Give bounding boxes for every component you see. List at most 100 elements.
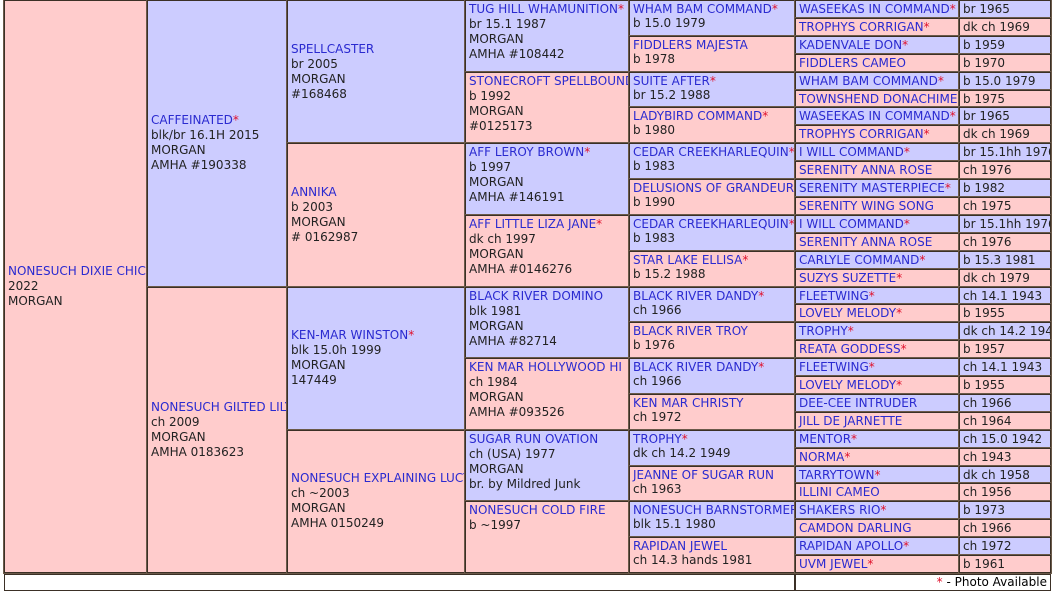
horse-detail-cell: br 1965 [958,106,1052,127]
horse-detail: br 1965 [963,109,1010,124]
horse-name: SUZYS SUZETTE [799,270,897,285]
horse-detail: dk ch 1979 [963,270,1030,285]
legend-symbol: * [936,575,943,589]
horse-detail: br. by Mildred Junk [469,476,581,491]
photo-marker: * [584,145,591,160]
horse-name: AFF LEROY BROWN [469,145,585,160]
horse-detail-cell: ch 15.0 1942 [958,428,1052,449]
horse-detail: b 1978 [633,51,675,66]
horse-cell: I WILL COMMAND* [794,213,960,234]
horse-detail-cell: b 1955 [958,303,1052,324]
horse-cell: MENTOR* [794,428,960,449]
horse-name: WHAM BAM COMMAND [799,73,938,88]
horse-name: JEANNE OF SUGAR RUN [633,467,774,482]
horse-name: TROPHYS CORRIGAN [799,19,924,34]
horse-detail: b 15.3 1981 [963,252,1036,267]
horse-name-line: I WILL COMMAND* [799,217,955,231]
horse-name-line: NONESUCH GILTED LILY [151,400,286,415]
horse-name: WASEEKAS IN COMMAND [799,2,950,16]
horse-detail: dk ch 1969 [963,127,1030,142]
horse-name-line: FIDDLERS CAMEO [799,56,955,70]
horse-detail: ch 14.1 1943 [963,360,1043,375]
horse-detail-cell: ch 1966 [958,518,1052,539]
horse-detail: b ~1997 [469,518,522,533]
photo-marker: * [896,306,903,321]
horse-name: WASEEKAS IN COMMAND [799,109,950,124]
horse-detail: br 15.1hh 1976 [963,216,1051,231]
horse-name-line: LOVELY MELODY* [799,306,955,320]
horse-name: BLACK RIVER DOMINO [469,288,604,303]
horse-detail-cell: b 1975 [958,88,1052,109]
horse-detail: AMHA 0150249 [291,516,385,531]
horse-name-line: TROPHYS CORRIGAN* [799,20,955,34]
horse-name: TARRYTOWN [799,467,875,482]
horse-cell: KEN-MAR WINSTON* blk 15.0h 1999 MORGAN 1474… [286,285,466,431]
horse-detail-cell: dk ch 1969 [958,16,1052,37]
horse-name-line: NONESUCH DIXIE CHICK [8,264,146,279]
horse-detail: dk ch 14.2 1949 [963,324,1051,339]
horse-detail: br 1965 [963,2,1010,16]
horse-detail-cell: dk ch 1958 [958,464,1052,485]
horse-detail: br 2005 [291,56,338,71]
horse-name: TROPHY [633,431,682,446]
horse-detail: b 1973 [963,503,1005,518]
photo-marker: * [937,73,944,88]
horse-detail: ch 1976 [963,163,1012,178]
horse-name-line: KEN MAR CHRISTY [633,396,791,410]
horse-name: BLACK RIVER DANDY [633,288,759,303]
horse-cell: FLEETWING* [794,285,960,306]
photo-marker: * [867,557,874,572]
horse-detail: br 15.1hh 1976 [963,145,1051,160]
horse-detail: ch 1966 [633,374,682,389]
horse-name: CEDAR CREEKHARLEQUIN [633,145,789,160]
footer-blank [4,574,795,591]
horse-name-line: NORMA* [799,450,955,464]
horse-detail: b 1975 [963,91,1005,106]
horse-name: SERENITY ANNA ROSE [799,234,933,249]
horse-detail: b 1992 [469,88,511,103]
photo-marker: * [758,288,765,303]
horse-detail: MORGAN [291,358,346,373]
horse-cell: TROPHY* [794,321,960,342]
horse-detail: b 2003 [291,199,333,214]
horse-detail-cell: b 1957 [958,339,1052,360]
horse-name: TUG HILL WHAMUNITION [469,2,619,16]
horse-cell: STONECROFT SPELLBOUND b 1992 MORGAN #012517… [464,70,630,145]
horse-cell: BLACK RIVER TROY b 1976 [628,321,796,360]
horse-detail-cell: ch 1975 [958,195,1052,216]
horse-detail: b 1990 [633,195,675,210]
horse-detail: MORGAN [8,294,63,308]
horse-detail: #168468 [291,86,347,101]
horse-detail: MORGAN [469,390,524,405]
horse-detail: dk ch 14.2 1949 [633,445,731,460]
horse-name-line: ILLINI CAMEO [799,485,955,499]
horse-detail: b 1976 [633,338,675,353]
photo-marker: * [880,503,887,518]
horse-detail-cell: b 1982 [958,178,1052,198]
horse-detail: ch 1964 [963,413,1012,428]
photo-marker: * [896,270,903,285]
horse-cell: SUZYS SUZETTE* [794,267,960,288]
photo-marker: * [762,109,769,124]
horse-detail-cell: ch 1976 [958,160,1052,181]
horse-cell: WHAM BAM COMMAND* [794,70,960,91]
horse-name: KEN MAR CHRISTY [633,395,744,410]
horse-name-line: KEN-MAR WINSTON* [291,328,461,343]
horse-name-line: FLEETWING* [799,360,955,374]
horse-detail: ch 1976 [963,234,1012,249]
horse-detail-cell: b 15.3 1981 [958,249,1052,270]
horse-detail-cell: br 15.1hh 1976 [958,213,1052,234]
horse-detail-cell: dk ch 1969 [958,124,1052,145]
horse-name: SPELLCASTER [291,41,375,56]
horse-detail: b 15.0 1979 [963,73,1036,88]
horse-detail: AMHA #82714 [469,333,557,348]
horse-detail: MORGAN [469,175,524,190]
horse-detail: AMHA #146191 [469,190,565,205]
photo-marker: * [709,73,716,88]
horse-detail: blk 15.0h 1999 [291,343,382,358]
horse-name-line: BLACK RIVER DANDY* [633,289,791,303]
horse-cell: FLEETWING* [794,357,960,378]
horse-cell: BLACK RIVER DOMINO blk 1981 MORGAN AMHA #82… [464,285,630,360]
horse-detail-cell: ch 1956 [958,482,1052,503]
